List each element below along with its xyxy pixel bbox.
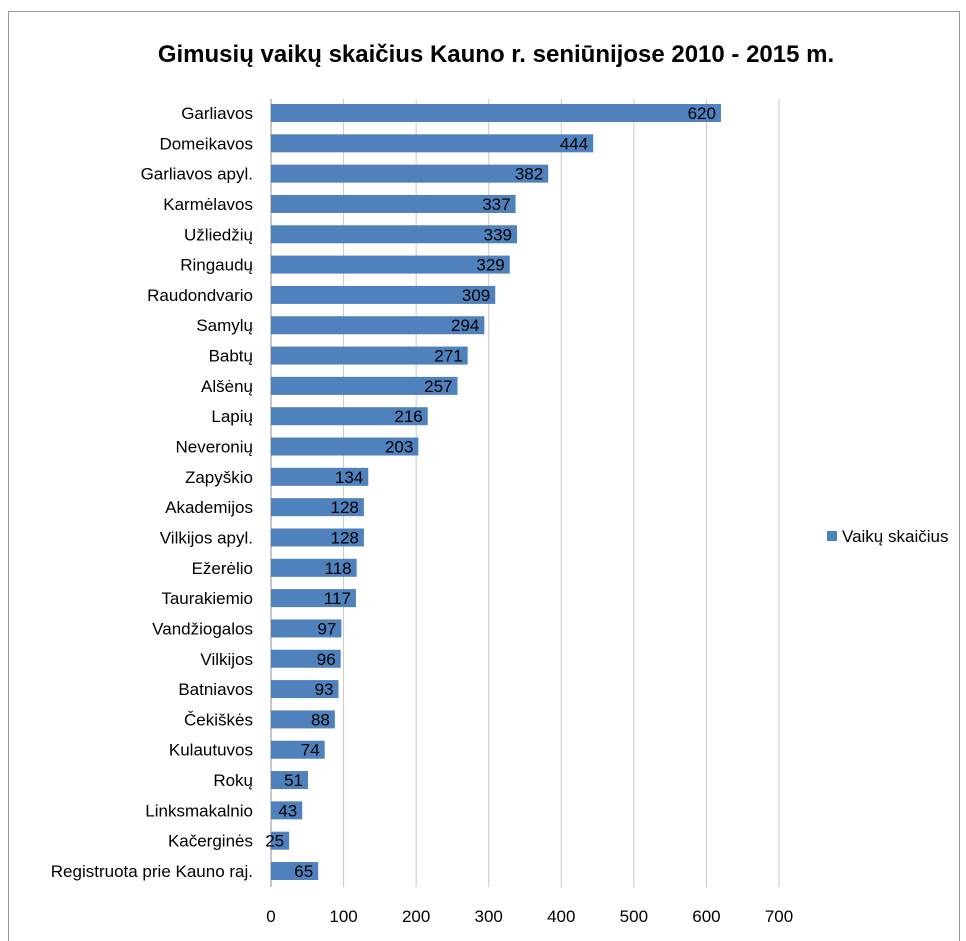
category-label: Registruota prie Kauno raj.	[51, 862, 253, 881]
legend-swatch	[827, 531, 837, 541]
bar	[271, 649, 341, 668]
data-label: 97	[317, 619, 336, 638]
x-tick-label: 400	[547, 907, 575, 926]
bar	[271, 285, 496, 304]
data-label: 25	[265, 832, 284, 851]
bar	[271, 589, 356, 608]
data-label: 257	[424, 377, 452, 396]
data-label: 444	[560, 134, 588, 153]
category-label: Alšėnų	[201, 377, 253, 396]
category-labels: Garliavos Domeikavos Garliavos apyl. Karmėl…	[51, 104, 253, 881]
bar	[271, 104, 721, 122]
category-label: Vilkijos	[200, 650, 253, 669]
data-label: 128	[331, 498, 359, 517]
bar	[271, 528, 364, 547]
data-label: 96	[317, 650, 336, 669]
data-label: 118	[325, 559, 352, 578]
category-label: Kulautuvos	[169, 741, 253, 760]
x-tick-label: 300	[475, 907, 503, 926]
category-label: Čekiškės	[184, 710, 253, 729]
data-label: 382	[515, 165, 543, 184]
data-label: 43	[278, 801, 297, 820]
chart-frame	[8, 11, 960, 941]
category-label: Ringaudų	[180, 256, 253, 275]
category-label: Akademijos	[165, 498, 253, 517]
category-label: Batniavos	[178, 680, 253, 699]
bar	[271, 437, 419, 456]
category-label: Neveronių	[176, 438, 254, 457]
bar	[271, 771, 309, 790]
category-label: Garliavos apyl.	[141, 165, 253, 184]
bar	[271, 194, 516, 213]
x-tick-label: 700	[765, 907, 793, 926]
category-label: Domeikavos	[159, 134, 253, 153]
data-label: 203	[385, 438, 413, 457]
bar	[271, 467, 369, 486]
category-label: Karmėlavos	[163, 195, 253, 214]
category-label: Vilkijos apyl.	[160, 528, 253, 547]
bar	[271, 255, 510, 274]
bar	[271, 862, 319, 880]
data-label: 216	[394, 407, 422, 426]
category-label: Babtų	[209, 347, 253, 366]
chart-title: Gimusių vaikų skaičius Kauno r. seniūnij…	[158, 41, 834, 68]
data-label: 294	[451, 316, 479, 335]
data-label: 329	[476, 256, 504, 275]
category-label: Linksmakalnio	[145, 801, 253, 820]
bar	[271, 346, 468, 365]
legend: Vaikų skaičius	[827, 527, 948, 546]
category-label: Užliedžių	[184, 225, 253, 244]
category-label: Samylų	[196, 316, 253, 335]
bar	[271, 680, 339, 699]
bars	[271, 104, 721, 880]
category-label: Ežerėlio	[192, 559, 253, 578]
x-tick-label: 600	[692, 907, 720, 926]
data-label: 337	[482, 195, 510, 214]
data-label: 117	[324, 589, 351, 608]
data-label: 93	[315, 680, 334, 699]
data-label: 339	[484, 225, 512, 244]
x-tick-label: 100	[329, 907, 357, 926]
data-label: 65	[294, 862, 313, 881]
data-label: 309	[462, 286, 490, 305]
bar	[271, 831, 290, 850]
bar	[271, 407, 428, 426]
bar	[271, 134, 594, 153]
x-tick-label: 0	[266, 907, 275, 926]
bar	[271, 225, 518, 244]
bar	[271, 376, 458, 395]
data-label: 88	[311, 710, 330, 729]
bar	[271, 710, 335, 729]
category-label: Raudondvario	[147, 286, 253, 305]
data-label: 74	[301, 741, 320, 760]
bar	[271, 498, 364, 517]
bar	[271, 316, 485, 335]
x-axis-ticks: 0 100 200 300 400 500 600 700	[266, 907, 793, 926]
category-label: Rokų	[213, 771, 253, 790]
gridlines	[270, 99, 780, 887]
legend-label: Vaikų skaičius	[842, 527, 948, 546]
category-label: Vandžiogalos	[152, 619, 253, 638]
bar	[271, 164, 549, 183]
bar	[271, 619, 342, 638]
category-label: Garliavos	[181, 104, 253, 123]
data-label: 51	[284, 771, 303, 790]
bar	[271, 558, 357, 577]
x-tick-label: 500	[620, 907, 648, 926]
category-label: Kačerginės	[168, 832, 253, 851]
data-label: 271	[434, 347, 462, 366]
data-label: 134	[335, 468, 363, 487]
bar	[271, 740, 325, 759]
data-label: 128	[331, 528, 359, 547]
category-label: Zapyškio	[185, 468, 253, 487]
bar	[271, 801, 303, 820]
data-label: 620	[688, 104, 716, 123]
category-label: Lapių	[211, 407, 253, 426]
category-label: Taurakiemio	[161, 589, 253, 608]
x-tick-label: 200	[402, 907, 430, 926]
